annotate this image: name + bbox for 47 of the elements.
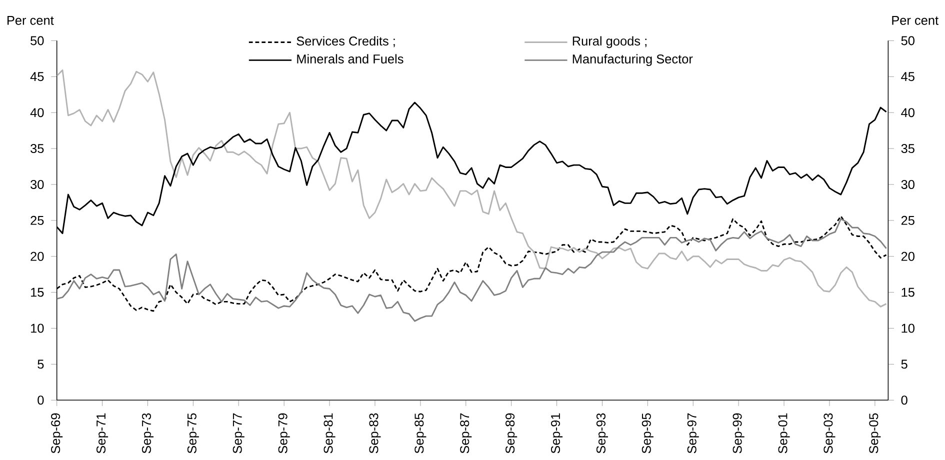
x-tick-label: Sep-87 [460,413,472,454]
legend-label: Services Credits ; [296,36,395,47]
y-tick-label: 20 [30,252,44,261]
y2-tick-label: 5 [901,360,908,369]
x-tick-label: Sep-73 [142,413,154,454]
legend-label: Rural goods ; [572,36,646,48]
x-tick-label: Sep-83 [369,413,381,454]
x-tick-label: Sep-77 [232,413,244,454]
x-tick-label: Sep-99 [732,413,744,454]
legend-label: Manufacturing Sector [572,54,693,66]
y2-tick-label: 40 [901,108,914,117]
y-tick-label: 40 [30,108,44,117]
x-tick-label: Sep-91 [551,413,563,454]
y-tick-label: 10 [31,324,44,333]
x-tick-label: Sep-97 [687,413,699,454]
y-tick-label: 30 [30,180,44,189]
y-tick-label: 50 [30,36,44,46]
y2-tick-label: 50 [901,36,914,46]
x-tick-label: Sep-03 [824,413,836,454]
x-tick-label: Sep-85 [414,413,426,454]
y2-tick-label: 30 [901,180,914,189]
y2-tick-label: 20 [901,252,914,261]
y-tick-label: 25 [30,216,44,225]
x-tick-label: Sep-79 [278,413,290,454]
y2-tick-label: 45 [901,72,914,81]
y-tick-label: 15 [31,288,44,297]
y-axis-title: Per cent [7,16,54,25]
x-tick-label: Sep-05 [869,413,881,454]
y2-tick-label: 0 [901,396,908,405]
y2-tick-label: 25 [901,216,914,225]
y-tick-label: 45 [30,72,44,81]
x-tick-label: Sep-95 [642,413,654,454]
x-tick-label: Sep-71 [96,413,108,454]
y2-axis-title: Per cent [892,16,938,25]
x-tick-label: Sep-81 [324,413,336,454]
y2-tick-label: 35 [901,144,914,153]
y2-tick-label: 10 [902,324,914,333]
x-tick-label: Sep-75 [187,413,199,454]
x-tick-label: Sep-89 [506,413,518,454]
x-tick-label: Sep-93 [596,413,608,454]
y2-tick-label: 15 [902,288,914,297]
x-tick-label: Sep-01 [778,413,790,454]
legend-label: Minerals and Fuels [297,54,404,64]
y-tick-label: 5 [38,360,44,369]
y-tick-label: 35 [30,144,44,153]
x-tick-label: Sep-69 [51,413,63,454]
y-tick-label: 0 [38,396,44,405]
